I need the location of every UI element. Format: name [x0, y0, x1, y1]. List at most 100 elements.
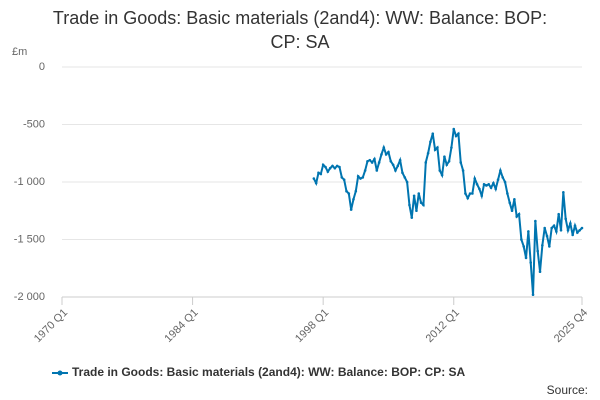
data-point	[377, 161, 381, 164]
data-point	[459, 161, 463, 164]
data-point	[422, 203, 425, 207]
data-point	[489, 186, 493, 190]
data-point	[473, 177, 477, 180]
data-point	[438, 169, 442, 172]
data-point	[314, 181, 318, 185]
data-point	[436, 146, 439, 149]
y-axis-label: £m	[12, 46, 27, 58]
data-point	[342, 178, 346, 181]
data-point	[347, 192, 351, 195]
data-point	[452, 127, 456, 131]
legend-marker	[57, 370, 63, 376]
data-point	[522, 245, 526, 248]
data-point	[382, 146, 386, 149]
data-point	[496, 178, 500, 181]
data-point	[515, 215, 519, 218]
data-point	[317, 171, 320, 175]
data-point	[450, 146, 453, 149]
data-point	[398, 158, 402, 162]
data-point	[492, 181, 495, 185]
data-point	[387, 150, 390, 154]
data-point	[517, 212, 521, 216]
y-tick-label: -1 000	[14, 176, 45, 188]
data-point	[354, 189, 358, 193]
data-point	[321, 163, 325, 167]
data-point	[508, 201, 512, 204]
data-point	[373, 157, 376, 161]
data-point	[499, 169, 502, 172]
data-point	[326, 170, 330, 173]
data-point	[569, 222, 572, 225]
series-line	[312, 128, 583, 295]
data-point	[352, 197, 355, 201]
data-point	[480, 194, 484, 198]
data-point	[468, 192, 472, 195]
data-point	[447, 160, 451, 163]
data-point	[403, 176, 407, 179]
data-point	[520, 238, 523, 241]
data-point	[424, 161, 428, 164]
data-point	[478, 187, 481, 191]
x-tick-label: 1984 Q1	[162, 307, 200, 345]
data-point	[487, 183, 491, 186]
data-point	[578, 229, 581, 232]
y-tick-label: -2 000	[14, 291, 45, 303]
data-point	[548, 245, 551, 248]
data-point	[408, 203, 411, 207]
data-point	[562, 191, 565, 194]
data-point	[368, 158, 372, 162]
data-point	[529, 261, 532, 264]
data-point	[426, 151, 430, 155]
data-point	[557, 212, 560, 216]
data-point	[394, 169, 397, 172]
data-point	[335, 164, 339, 168]
data-point	[328, 166, 332, 170]
data-point	[331, 164, 334, 168]
x-tick-label: 1998 Q1	[293, 307, 331, 345]
data-point	[536, 249, 539, 253]
data-point	[471, 192, 474, 195]
x-tick-label: 2025 Q4	[552, 307, 590, 345]
data-point	[550, 226, 553, 230]
data-point	[396, 164, 400, 168]
data-point	[503, 180, 507, 184]
data-point	[431, 132, 435, 135]
x-tick-label: 2012 Q1	[424, 307, 462, 345]
y-tick-label: -500	[23, 118, 45, 130]
data-point	[384, 153, 388, 156]
data-point	[555, 230, 558, 233]
data-point	[566, 229, 570, 232]
data-point	[531, 293, 535, 297]
data-point	[545, 234, 549, 238]
data-point	[571, 233, 574, 237]
data-point	[534, 219, 537, 223]
data-point	[361, 176, 365, 179]
data-point	[429, 140, 432, 144]
data-point	[440, 173, 444, 177]
data-point	[506, 192, 509, 195]
data-point	[494, 187, 498, 191]
data-point	[391, 163, 395, 167]
data-point	[415, 209, 418, 213]
data-point	[312, 177, 316, 180]
data-point	[501, 176, 505, 179]
data-point	[482, 183, 486, 186]
data-point	[510, 209, 514, 213]
data-point	[389, 160, 393, 163]
data-point	[559, 229, 563, 232]
y-tick-label: -1 500	[14, 233, 45, 245]
data-point	[338, 165, 341, 169]
x-tick-label: 1970 Q1	[32, 307, 70, 345]
data-point	[543, 226, 546, 230]
data-point	[412, 194, 416, 198]
data-point	[401, 171, 404, 175]
data-point	[375, 169, 379, 172]
data-point	[454, 134, 458, 138]
data-point	[370, 161, 374, 164]
data-point	[464, 192, 467, 195]
data-point	[445, 163, 449, 167]
data-point	[363, 169, 367, 172]
data-point	[576, 231, 579, 234]
